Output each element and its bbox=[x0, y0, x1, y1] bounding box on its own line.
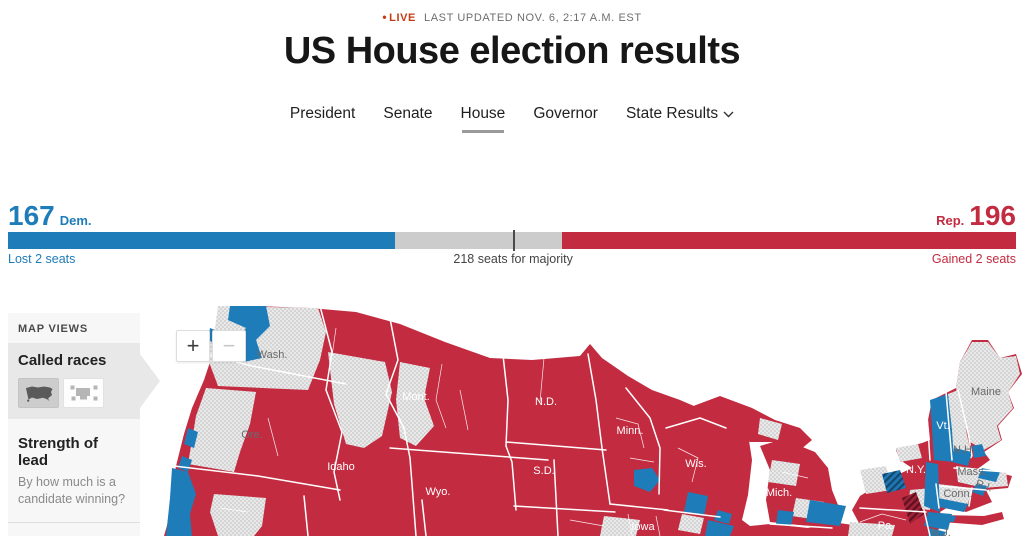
dem-total: 167 Dem. bbox=[8, 202, 92, 230]
called-races-label: Called races bbox=[18, 352, 107, 369]
state-label-mont: Mont. bbox=[402, 391, 430, 403]
majority-label: 218 seats for majority bbox=[453, 252, 573, 266]
state-label-idaho: Idaho bbox=[327, 461, 355, 473]
tab-president[interactable]: President bbox=[289, 105, 356, 122]
tab-state-results[interactable]: State Results bbox=[626, 105, 734, 123]
state-borders bbox=[173, 305, 1007, 536]
map-views-panel: MAP VIEWS Called races bbox=[8, 313, 160, 536]
tab-senate[interactable]: Senate bbox=[383, 105, 433, 122]
map-view-called-races[interactable]: Called races bbox=[8, 343, 160, 419]
state-label-nh: N.H. bbox=[953, 444, 975, 456]
last-updated-text: LAST UPDATED NOV. 6, 2:17 A.M. EST bbox=[424, 12, 642, 24]
page-title: US House election results bbox=[283, 30, 741, 72]
map-zoom-controls: + − bbox=[176, 330, 246, 362]
tab-governor[interactable]: Governor bbox=[533, 105, 598, 122]
rep-total: Rep. 196 bbox=[936, 202, 1016, 230]
cartogram-icon-button[interactable] bbox=[63, 378, 104, 408]
live-status-line: • LIVE LAST UPDATED NOV. 6, 2:17 A.M. EST bbox=[0, 10, 1024, 24]
state-label-ri: R.I. bbox=[974, 478, 994, 495]
dem-seat-count: 167 bbox=[8, 200, 55, 231]
map-views-header: MAP VIEWS bbox=[18, 323, 88, 335]
map-view-strength-of-lead[interactable]: Strength of lead By how much is a candid… bbox=[8, 419, 140, 508]
dem-change-label: Lost 2 seats bbox=[8, 252, 76, 266]
map-view-vote-count-status[interactable]: Vote count status bbox=[8, 521, 140, 536]
us-map-icon bbox=[25, 386, 52, 402]
live-dot-icon: • bbox=[382, 10, 388, 24]
rep-seat-count: 196 bbox=[969, 200, 1016, 231]
state-label-mich: Mich. bbox=[766, 487, 792, 499]
zoom-in-button[interactable]: + bbox=[176, 330, 210, 362]
selected-item-arrow bbox=[140, 354, 160, 408]
zoom-out-button[interactable]: − bbox=[212, 330, 246, 362]
district-borders bbox=[219, 327, 907, 536]
state-label-vt: Vt. bbox=[936, 420, 949, 432]
us-house-map[interactable]: Wash. Ore. Idaho Mont. Wyo. N.D. S.D. Minn. Wis.… bbox=[160, 300, 1024, 536]
balance-of-power: 167 Dem. Rep. 196 Lost 2 seats 218 seats… bbox=[8, 200, 1016, 272]
seat-bar bbox=[8, 230, 1016, 251]
state-label-wash: Wash. bbox=[257, 349, 288, 361]
strength-of-lead-description: By how much is a candidate winning? bbox=[18, 475, 126, 506]
state-label-ny: N.Y. bbox=[906, 464, 926, 476]
tab-house[interactable]: House bbox=[460, 105, 506, 133]
vote-count-status-label: Vote count status bbox=[18, 535, 130, 536]
state-label-iowa: Iowa bbox=[631, 521, 655, 533]
majority-tick bbox=[513, 230, 516, 251]
state-label-mass: Mass. bbox=[957, 466, 986, 478]
state-label-conn: Conn. bbox=[943, 488, 972, 500]
state-label-wis: Wis. bbox=[685, 458, 706, 470]
state-label-pa: Pa. bbox=[878, 520, 895, 532]
rep-change-label: Gained 2 seats bbox=[931, 252, 1016, 266]
dem-bar-segment bbox=[8, 232, 395, 249]
state-labels: Wash. Ore. Idaho Mont. Wyo. N.D. S.D. Minn. Wis.… bbox=[241, 349, 1001, 536]
chevron-down-icon bbox=[723, 111, 734, 118]
cartogram-icon bbox=[70, 385, 97, 401]
rep-bar-segment bbox=[561, 232, 1016, 249]
state-label-nd: N.D. bbox=[535, 396, 557, 408]
state-label-minn: Minn. bbox=[617, 425, 644, 437]
dem-party-abbr: Dem. bbox=[59, 213, 92, 228]
geographic-map-icon-button[interactable] bbox=[18, 378, 59, 408]
strength-of-lead-label: Strength of lead bbox=[18, 435, 98, 469]
tab-state-results-label: State Results bbox=[625, 105, 719, 122]
state-label-wyo: Wyo. bbox=[426, 486, 451, 498]
rep-flip-district bbox=[902, 492, 924, 524]
state-label-ore: Ore. bbox=[241, 429, 262, 441]
state-label-maine: Maine bbox=[971, 386, 1001, 398]
race-nav: President Senate House Governor State Re… bbox=[0, 105, 1024, 133]
state-label-nj: N.J. bbox=[931, 527, 951, 536]
state-label-sd: S.D. bbox=[533, 465, 554, 477]
rep-party-abbr: Rep. bbox=[936, 213, 965, 228]
dem-flip-district bbox=[882, 470, 906, 493]
live-badge: LIVE bbox=[389, 12, 416, 24]
